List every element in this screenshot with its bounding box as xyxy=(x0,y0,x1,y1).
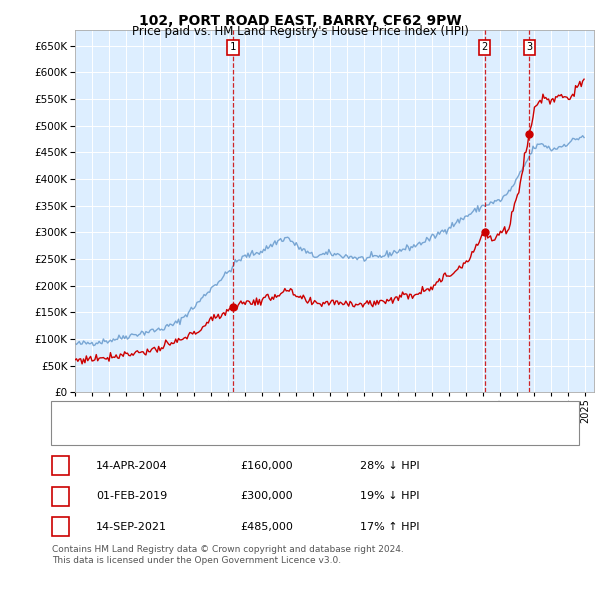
Text: 1: 1 xyxy=(57,461,64,470)
Text: 3: 3 xyxy=(57,522,64,532)
Text: HPI: Average price, detached house, Vale of Glamorgan: HPI: Average price, detached house, Vale… xyxy=(102,428,392,438)
Text: 17% ↑ HPI: 17% ↑ HPI xyxy=(360,522,419,532)
Text: 2: 2 xyxy=(482,42,488,52)
Text: 3: 3 xyxy=(526,42,532,52)
Text: £485,000: £485,000 xyxy=(240,522,293,532)
Text: 01-FEB-2019: 01-FEB-2019 xyxy=(96,491,167,501)
Text: 102, PORT ROAD EAST, BARRY, CF62 9PW: 102, PORT ROAD EAST, BARRY, CF62 9PW xyxy=(139,14,461,28)
Text: 14-APR-2004: 14-APR-2004 xyxy=(96,461,168,470)
Text: £160,000: £160,000 xyxy=(240,461,293,470)
Text: 102, PORT ROAD EAST, BARRY, CF62 9PW (detached house): 102, PORT ROAD EAST, BARRY, CF62 9PW (de… xyxy=(102,408,414,418)
Text: 2: 2 xyxy=(57,491,64,501)
Text: 28% ↓ HPI: 28% ↓ HPI xyxy=(360,461,419,470)
Text: 19% ↓ HPI: 19% ↓ HPI xyxy=(360,491,419,501)
Text: Contains HM Land Registry data © Crown copyright and database right 2024.
This d: Contains HM Land Registry data © Crown c… xyxy=(52,545,404,565)
Text: 1: 1 xyxy=(230,42,236,52)
Text: Price paid vs. HM Land Registry's House Price Index (HPI): Price paid vs. HM Land Registry's House … xyxy=(131,25,469,38)
Text: 14-SEP-2021: 14-SEP-2021 xyxy=(96,522,167,532)
Text: £300,000: £300,000 xyxy=(240,491,293,501)
